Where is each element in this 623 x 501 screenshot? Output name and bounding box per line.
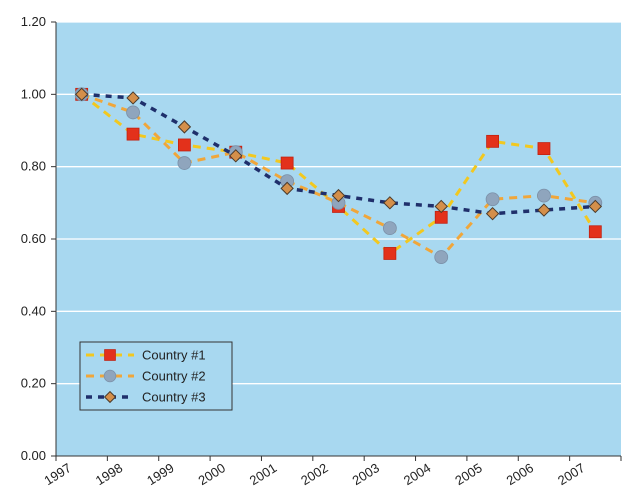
legend-marker-swatch	[103, 390, 117, 404]
data-point	[382, 221, 397, 236]
x-tick-label: 1997	[41, 460, 73, 488]
data-point	[280, 156, 294, 170]
legend-label: Country #2	[142, 369, 206, 384]
x-tick-label: 2000	[195, 460, 227, 488]
y-tick-label: 0.40	[21, 303, 46, 318]
x-tick-label: 2001	[247, 460, 279, 488]
data-point	[177, 156, 192, 170]
y-tick-label: 0.60	[21, 231, 46, 246]
x-tick-label: 1998	[93, 460, 125, 488]
y-tick-label: 0.00	[21, 448, 46, 463]
data-point	[178, 138, 191, 152]
legend-marker-swatch	[104, 349, 116, 361]
data-point	[434, 250, 449, 264]
x-tick-label: 2003	[350, 460, 382, 488]
data-point	[588, 225, 602, 239]
legend-item-country-1: Country #1	[86, 348, 206, 363]
data-point	[74, 87, 89, 102]
legend: Country #1 Country #2 Country #3	[79, 341, 233, 411]
x-tick-label: 2007	[555, 460, 587, 488]
x-axis-tick-labels: 1997 1998 1999 2000 2001 2002 2003 2004 2005 2006…	[41, 460, 587, 488]
data-point	[383, 247, 397, 260]
y-tick-label: 0.80	[21, 159, 46, 174]
data-point	[126, 105, 140, 120]
legend-label: Country #3	[142, 390, 206, 405]
x-tick-label: 2002	[298, 460, 330, 488]
data-point	[331, 188, 346, 203]
data-point	[229, 149, 243, 163]
data-point	[434, 199, 448, 214]
data-point	[280, 181, 294, 196]
y-tick-label: 0.20	[21, 376, 46, 391]
x-tick-label: 2005	[452, 460, 484, 488]
legend-label: Country #1	[142, 348, 206, 363]
data-point	[537, 188, 551, 203]
legend-item-country-3: Country #3	[86, 390, 206, 405]
data-point	[537, 203, 551, 217]
data-point	[383, 196, 397, 210]
data-point	[486, 134, 499, 148]
axes	[51, 21, 622, 461]
series-country-3	[74, 87, 603, 221]
y-tick-label: 1.00	[21, 86, 46, 101]
data-point	[588, 199, 603, 214]
series-line	[81, 92, 596, 259]
series-line	[80, 93, 597, 256]
series-layer	[74, 87, 603, 264]
legend-item-country-2: Country #2	[86, 369, 206, 384]
data-point	[126, 91, 140, 105]
data-point	[177, 120, 192, 134]
data-point	[485, 192, 500, 207]
data-point	[126, 127, 140, 141]
x-tick-label: 1999	[144, 460, 176, 488]
y-axis-tick-labels: 0.00 0.20 0.40 0.60 0.80 1.00 1.20	[21, 14, 46, 463]
legend-marker-swatch	[103, 369, 117, 383]
y-tick-label: 1.20	[21, 14, 46, 29]
data-point	[485, 206, 500, 221]
x-tick-label: 2004	[401, 460, 433, 488]
x-tick-label: 2006	[504, 460, 536, 488]
data-point	[537, 142, 551, 155]
